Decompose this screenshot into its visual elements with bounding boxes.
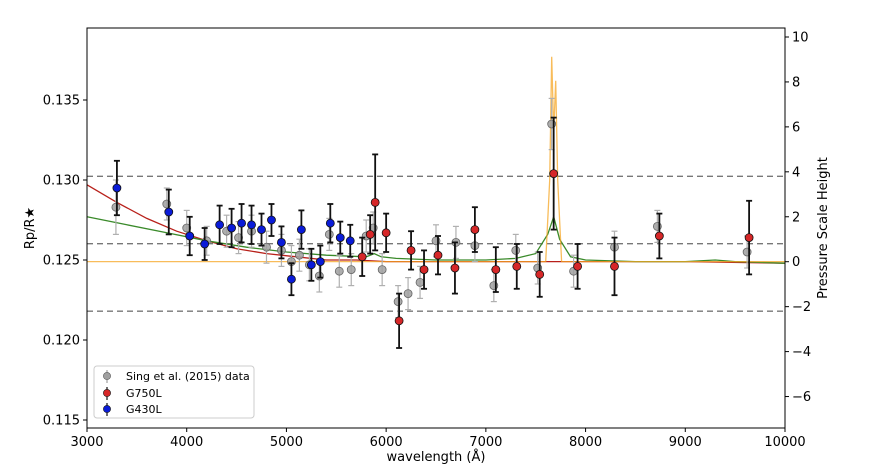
data-point xyxy=(415,277,425,287)
data-points xyxy=(111,97,754,349)
y2-tick-label: 4 xyxy=(792,165,800,180)
x-tick-label: 6000 xyxy=(370,435,403,450)
data-point xyxy=(470,225,480,235)
model-line-0 xyxy=(86,184,786,264)
x-tick-label: 4000 xyxy=(170,435,203,450)
y-axis-label: Rp/R★ xyxy=(23,207,38,249)
data-point xyxy=(377,265,387,275)
data-point xyxy=(247,220,256,230)
data-point xyxy=(277,237,286,247)
data-point xyxy=(346,265,356,275)
data-point xyxy=(182,223,192,233)
data-point xyxy=(403,289,413,299)
data-point xyxy=(324,229,334,239)
series-g750l xyxy=(357,116,754,349)
x-tick-label: 9000 xyxy=(669,435,702,450)
data-point xyxy=(419,265,429,275)
y2-tick-label: −6 xyxy=(792,390,811,405)
series-g430l xyxy=(112,159,355,297)
data-point xyxy=(306,260,316,270)
data-point xyxy=(433,250,443,260)
data-point xyxy=(744,233,754,243)
data-point xyxy=(262,242,271,252)
data-point xyxy=(294,250,304,260)
axes: 3000 4000 5000 6000 7000 8000 9000 10000 0.115 0.… xyxy=(43,30,811,450)
data-point xyxy=(325,218,335,228)
data-point xyxy=(112,183,122,193)
legend-label-g430l: G430L xyxy=(126,403,163,416)
data-point xyxy=(345,236,355,246)
data-point xyxy=(227,223,236,233)
data-point xyxy=(370,197,380,207)
data-point xyxy=(200,239,210,249)
data-point xyxy=(512,261,522,271)
legend-marker-g430l xyxy=(103,405,111,413)
x-axis-label: wavelength (Å) xyxy=(387,449,486,465)
x-tick-label: 5000 xyxy=(270,435,303,450)
data-point xyxy=(296,225,306,235)
data-point xyxy=(511,245,521,255)
data-point xyxy=(491,265,501,275)
y2-tick-label: 0 xyxy=(792,255,800,270)
y2-tick-label: 6 xyxy=(792,120,800,135)
y-tick-label: 0.115 xyxy=(43,414,80,429)
data-point xyxy=(215,220,225,230)
data-point xyxy=(335,233,345,243)
data-point xyxy=(535,269,545,279)
data-point xyxy=(111,202,121,212)
data-point xyxy=(549,169,559,179)
plot-frame xyxy=(86,27,786,429)
legend-label-sing: Sing et al. (2015) data xyxy=(126,370,250,383)
data-point xyxy=(185,231,195,241)
x-tick-label: 3000 xyxy=(70,435,103,450)
data-point xyxy=(406,245,416,255)
data-point xyxy=(334,266,344,276)
data-point xyxy=(315,257,325,267)
y-tick-label: 0.135 xyxy=(43,94,80,109)
y2-tick-label: 8 xyxy=(792,75,800,90)
data-point xyxy=(394,316,404,326)
data-point xyxy=(610,261,619,271)
data-point xyxy=(365,229,375,239)
legend-label-g750l: G750L xyxy=(126,387,163,400)
y2-tick-label: 2 xyxy=(792,210,800,225)
data-point xyxy=(357,252,367,262)
data-point xyxy=(314,271,324,281)
legend-entry-g430l: G430L xyxy=(103,403,163,416)
data-point xyxy=(450,263,460,273)
y2-tick-label: −4 xyxy=(792,345,811,360)
data-point xyxy=(381,228,391,238)
data-point xyxy=(257,225,266,235)
data-point xyxy=(287,274,296,284)
data-point xyxy=(237,218,246,228)
secondary-y-axis-label: Pressure Scale Height xyxy=(816,157,831,299)
x-tick-label: 10000 xyxy=(764,435,805,450)
data-point xyxy=(267,215,276,225)
y-tick-label: 0.120 xyxy=(43,334,80,349)
y2-tick-label: 10 xyxy=(792,30,809,45)
legend-entry-sing: Sing et al. (2015) data xyxy=(103,370,250,383)
legend-marker-sing xyxy=(103,372,111,380)
data-point xyxy=(573,261,582,271)
legend-entry-g750l: G750L xyxy=(103,387,163,400)
legend-box xyxy=(93,365,255,419)
data-point xyxy=(164,207,174,217)
data-point xyxy=(393,297,403,307)
x-tick-label: 8000 xyxy=(569,435,602,450)
x-tick-label: 7000 xyxy=(469,435,502,450)
y-tick-label: 0.130 xyxy=(43,174,80,189)
data-point xyxy=(654,231,664,241)
y2-tick-label: −2 xyxy=(792,300,811,315)
legend-marker-g750l xyxy=(103,389,111,397)
legend: Sing et al. (2015) data G750L G430L xyxy=(93,365,255,419)
scale-height-guide-lines xyxy=(87,175,785,312)
y-tick-label: 0.125 xyxy=(43,254,80,269)
